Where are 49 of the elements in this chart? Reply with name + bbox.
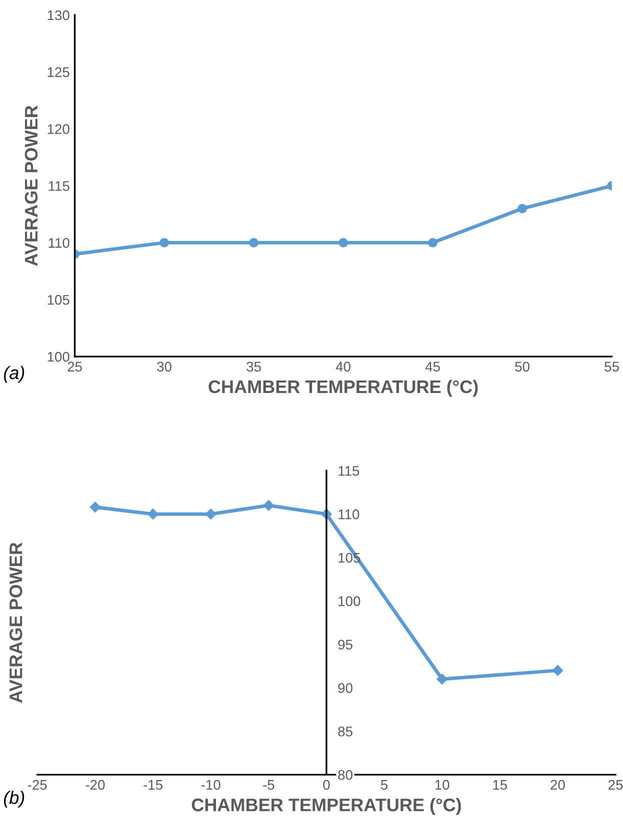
x-tick-label: 35 <box>246 362 261 372</box>
x-tick-label: 40 <box>336 362 350 372</box>
point <box>338 238 348 248</box>
point <box>263 500 274 511</box>
x-tick-label: -5 <box>263 780 274 790</box>
y-axis-title: AVERAGE POWER <box>24 106 38 266</box>
point <box>148 508 158 520</box>
x-tick-label: 5 <box>380 780 388 790</box>
x-tick-label: 55 <box>604 362 619 372</box>
y-tick-label: 125 <box>48 67 70 78</box>
point <box>436 674 448 685</box>
y-tick-label: 100 <box>48 352 70 362</box>
x-tick-label: 25 <box>608 780 623 790</box>
y-tick-label: 110 <box>338 509 360 520</box>
x-axis-title: CHAMBER TEMPERATURE (°C) <box>192 798 461 815</box>
x-tick-label: 50 <box>515 362 530 372</box>
y-tick-label: 115 <box>338 466 360 476</box>
y-tick-label: 110 <box>48 238 70 248</box>
y-tick-label: 90 <box>338 683 352 693</box>
x-tick-label: 10 <box>435 780 450 790</box>
y-tick-label: 115 <box>48 181 70 191</box>
x-axis-title: CHAMBER TEMPERATURE (°C) <box>208 380 478 397</box>
x-tick-label: 25 <box>68 362 82 372</box>
point <box>160 238 169 248</box>
y-tick-label: 100 <box>338 596 360 606</box>
x-tick-label: 30 <box>157 362 172 372</box>
y-tick-label: 95 <box>338 640 352 650</box>
y-tick-label: 105 <box>48 294 70 305</box>
y-axis-title: AVERAGE POWER <box>9 542 22 703</box>
text: (a) <box>4 366 24 383</box>
x-tick-label: -10 <box>201 780 220 790</box>
point <box>552 665 564 676</box>
x-tick-label: 45 <box>425 362 440 372</box>
x-tick-label: -20 <box>86 780 105 790</box>
point <box>249 238 258 248</box>
y-tick-label: 120 <box>48 124 70 134</box>
point <box>518 204 527 214</box>
x-tick-label: -15 <box>144 780 162 790</box>
point <box>428 238 438 248</box>
y-tick-label: 130 <box>48 10 70 20</box>
x-tick-label: 20 <box>550 780 565 790</box>
y-tick-label: 85 <box>338 726 352 736</box>
x-tick-label: 0 <box>323 780 330 790</box>
point <box>90 502 101 513</box>
point <box>205 508 216 520</box>
y-tick-label: 80 <box>338 770 352 780</box>
x-tick-label: -25 <box>28 780 47 790</box>
x-tick-label: 15 <box>493 780 508 790</box>
text: (b) <box>4 790 24 808</box>
